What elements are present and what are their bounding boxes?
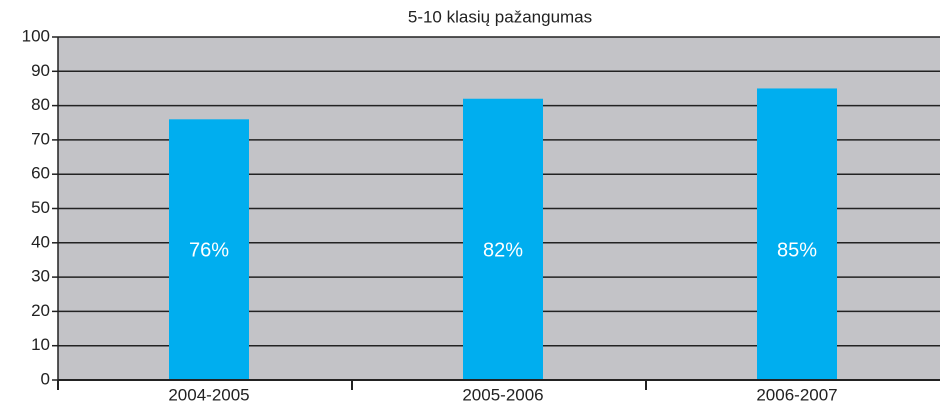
bar	[463, 98, 543, 381]
bar	[757, 88, 837, 380]
y-tick-label: 10	[31, 335, 50, 354]
bar	[169, 119, 249, 380]
y-tick-label: 0	[41, 369, 50, 388]
y-tick-label: 50	[31, 198, 50, 217]
x-tick-label: 2006-2007	[756, 385, 837, 404]
x-tick-label: 2005-2006	[462, 385, 543, 404]
value-label: 85%	[777, 239, 817, 261]
y-tick-label: 30	[31, 267, 50, 286]
y-tick-label: 60	[31, 164, 50, 183]
value-label: 76%	[189, 239, 229, 261]
value-label: 82%	[483, 239, 523, 261]
y-tick-label: 40	[31, 232, 50, 251]
x-tick-label: 2004-2005	[168, 385, 249, 404]
y-tick-label: 80	[31, 95, 50, 114]
y-tick-label: 20	[31, 301, 50, 320]
chart-title: 5-10 klasių pažangumas	[408, 7, 592, 26]
y-tick-label: 70	[31, 129, 50, 148]
y-tick-label: 90	[31, 61, 50, 80]
y-tick-label: 100	[22, 26, 50, 45]
